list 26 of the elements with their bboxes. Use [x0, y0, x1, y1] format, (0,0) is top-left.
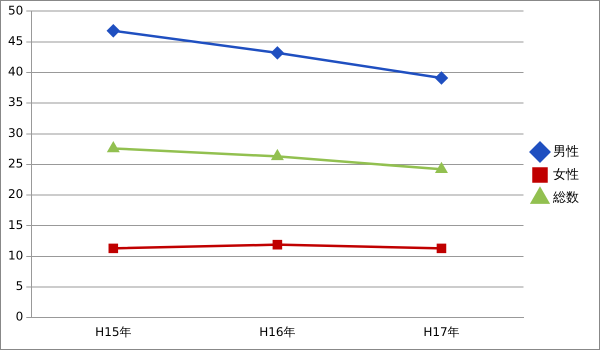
point	[108, 244, 118, 254]
y-tick-label: 10	[8, 248, 24, 262]
x-tick-label: H16年	[259, 324, 296, 339]
y-tick-label: 35	[8, 95, 24, 110]
y-tick-label: 50	[8, 3, 24, 18]
y-tick-label: 40	[8, 64, 24, 79]
point	[272, 240, 282, 250]
point	[108, 142, 119, 152]
y-tick-label: 0	[16, 310, 24, 324]
point	[107, 24, 120, 38]
y-tick-label: 15	[8, 218, 24, 232]
legend-label: 男性	[553, 144, 579, 160]
y-tick-label: 45	[8, 34, 24, 48]
y-tick-label: 30	[8, 126, 24, 140]
y-tick-label: 25	[8, 156, 24, 171]
legend-label: 女性	[553, 167, 579, 182]
x-tick-label: H15年	[95, 324, 132, 339]
point	[435, 72, 448, 84]
y-tick-label: 5	[16, 279, 24, 294]
point	[436, 163, 448, 174]
point	[436, 244, 446, 254]
point	[271, 46, 284, 60]
legend-label: 総数	[552, 190, 579, 206]
x-tick-label: H17年	[423, 324, 460, 339]
y-tick-label: 20	[8, 187, 24, 202]
point	[272, 150, 283, 160]
